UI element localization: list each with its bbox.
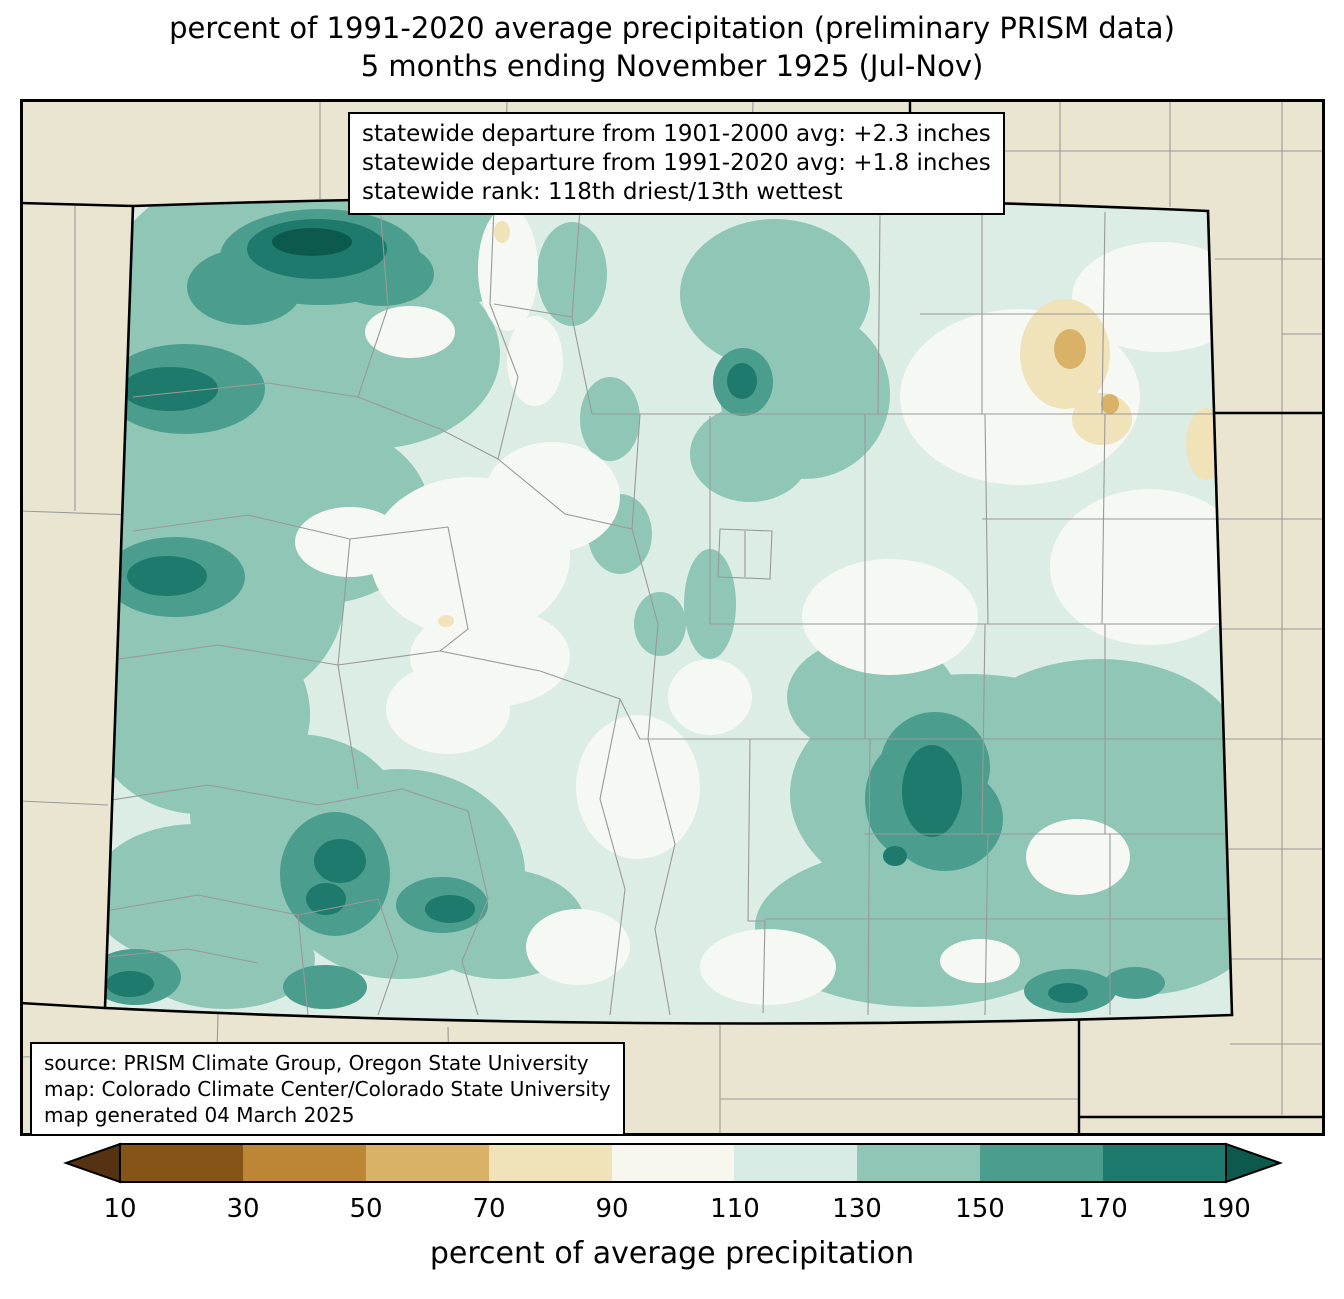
colorbar-svg: [62, 1142, 1284, 1184]
precip-region-50-70: [1054, 329, 1119, 414]
colorbar-tick-label: 150: [955, 1194, 1005, 1224]
colorbar-tick-label: 90: [595, 1194, 629, 1224]
map-frame: [20, 99, 1325, 1136]
colorbar-tick-label: 190: [1201, 1194, 1251, 1224]
colorbar-axis-label: percent of average precipitation: [429, 1236, 915, 1271]
source-line-2: map: Colorado Climate Center/Colorado St…: [44, 1077, 611, 1101]
colorbar-right-arrow: [1225, 1142, 1284, 1184]
source-line-1: source: PRISM Climate Group, Oregon Stat…: [44, 1051, 589, 1075]
colorbar-tick-label: 170: [1078, 1194, 1128, 1224]
colorbar-outline: [119, 1143, 1227, 1183]
title-line-2: 5 months ending November 1925 (Jul-Nov): [360, 48, 984, 83]
stats-line-1: statewide departure from 1901-2000 avg: …: [362, 121, 991, 147]
title-line-1: percent of 1991-2020 average precipitati…: [169, 11, 1175, 45]
colorbar-tick-label: 110: [710, 1194, 760, 1224]
precip-region-gt-190: [272, 228, 352, 256]
stats-line-3: statewide rank: 118th driest/13th wettes…: [362, 178, 843, 205]
colorbar-tick-label: 50: [349, 1194, 383, 1224]
county-boundaries: [105, 204, 1229, 1016]
stats-line-2: statewide departure from 1991-2020 avg: …: [362, 149, 991, 176]
colorado-map-svg: [20, 99, 1325, 1136]
source-attribution-box: source: PRISM Climate Group, Oregon Stat…: [30, 1042, 625, 1136]
colorbar-left-arrow: [62, 1142, 121, 1184]
colorbar-tick-label: 130: [832, 1194, 882, 1224]
colorbar-segments: [120, 1144, 1226, 1182]
map-panel: statewide departure from 1901-2000 avg: …: [20, 99, 1325, 1136]
source-line-3: map generated 04 March 2025: [44, 1103, 355, 1127]
figure-title: percent of 1991-2020 average precipitati…: [0, 10, 1344, 85]
colorbar-tick-label: 70: [472, 1194, 506, 1224]
colorbar-tick-label: 30: [226, 1194, 260, 1224]
statewide-stats-box: statewide departure from 1901-2000 avg: …: [348, 112, 1005, 215]
colorbar: 10 30 50 70 90 110 130 150 170 190 perce…: [0, 1140, 1344, 1299]
colorbar-tick-label: 10: [103, 1194, 137, 1224]
